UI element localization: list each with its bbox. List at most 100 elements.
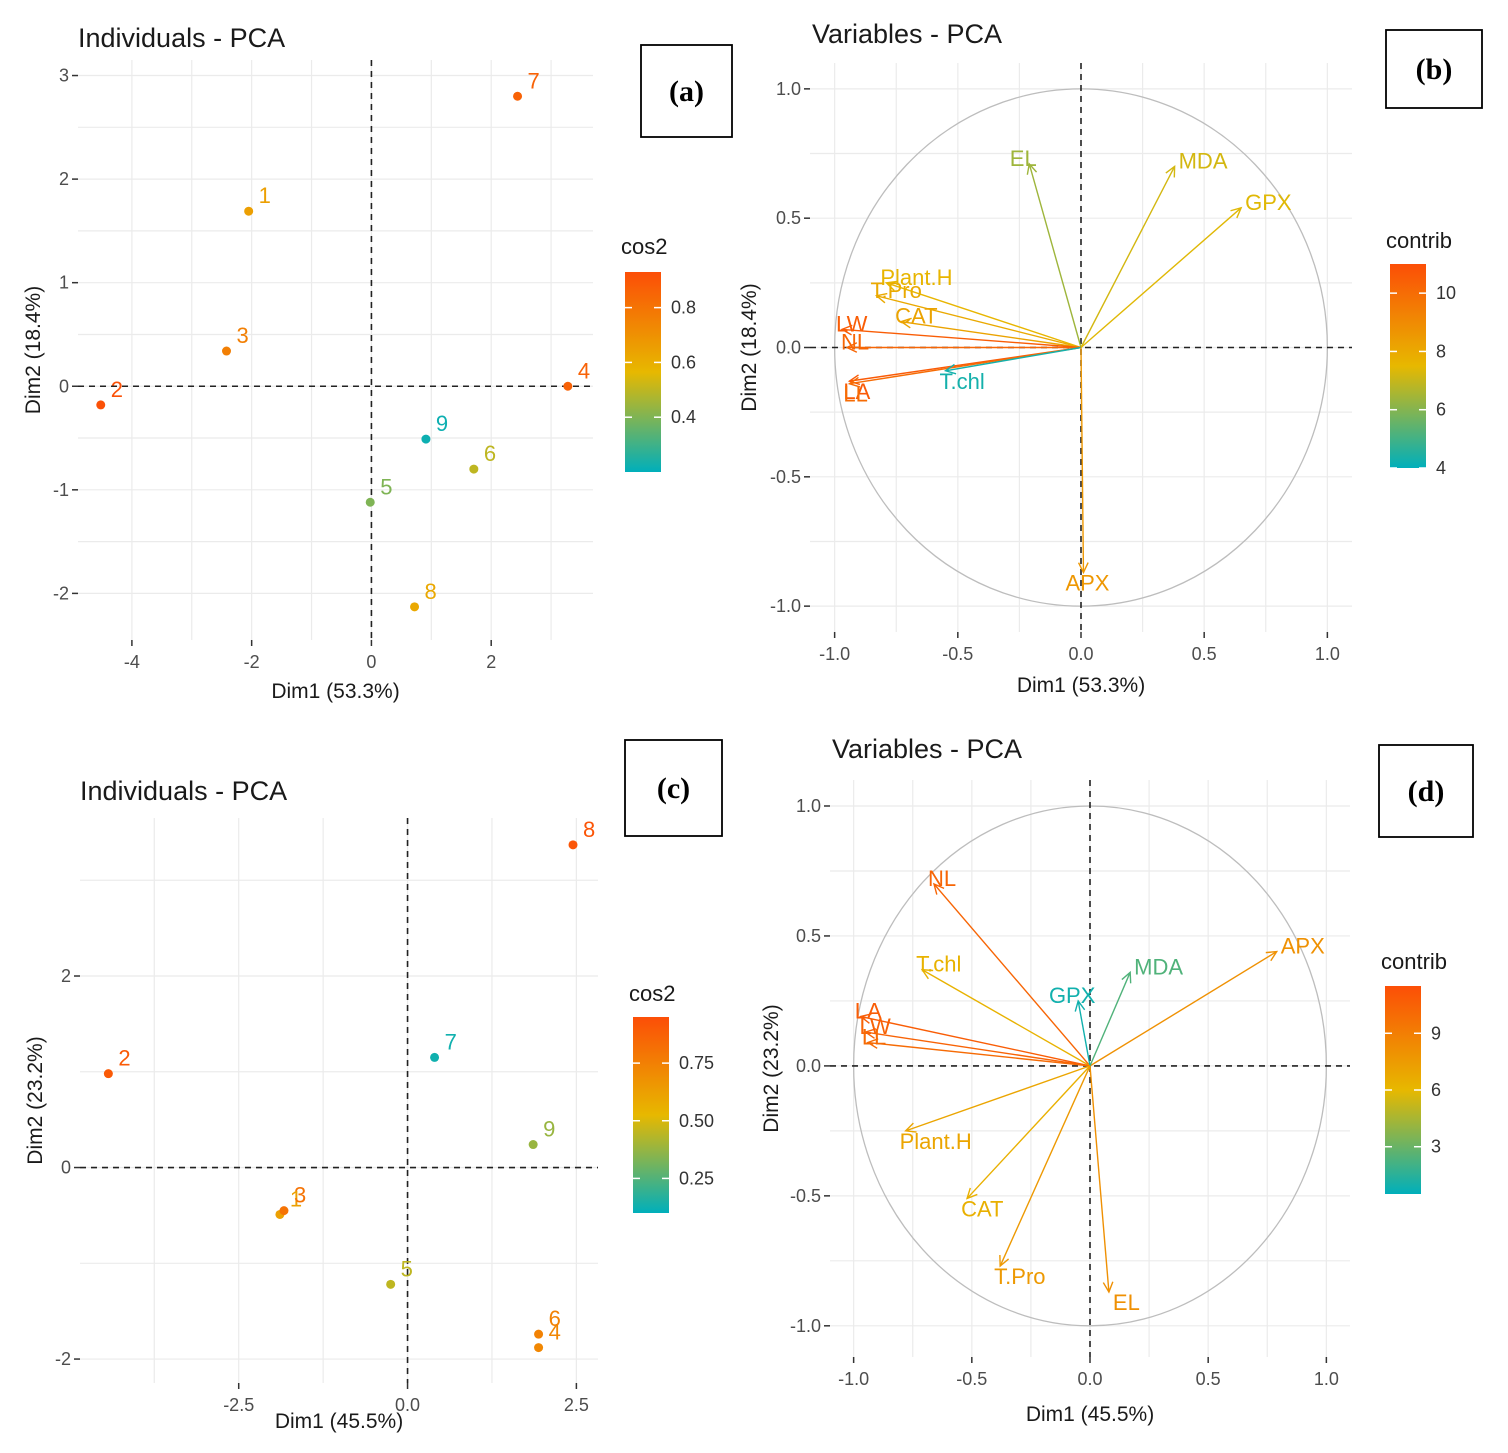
y-tick-label: 1.0 <box>776 79 801 99</box>
y-tick-label: 3 <box>59 66 69 86</box>
variable-arrow-el <box>1028 163 1082 348</box>
point-label: 6 <box>549 1306 561 1331</box>
variable-label: GPX <box>1049 983 1096 1008</box>
arrow-head <box>943 363 957 375</box>
point-label: 1 <box>259 183 271 208</box>
variable-arrow-t-chl <box>945 346 1082 372</box>
y-axis-label: Dim2 (18.4%) <box>738 283 761 411</box>
variable-arrow-ll <box>867 1041 1091 1067</box>
y-axis-label: Dim2 (23.2%) <box>760 1004 783 1132</box>
x-tick-label: 0.0 <box>1077 1369 1102 1389</box>
y-tick-label: -1.0 <box>790 1316 821 1336</box>
variable-label: Plant.H <box>880 265 952 290</box>
variable-label: MDA <box>1134 954 1183 979</box>
x-axis-label: Dim1 (45.5%) <box>275 1410 403 1433</box>
legend-tick-label: 10 <box>1436 283 1456 303</box>
panel-b-variables: Variables - PCA -1.0 -0.5 0.0 0.5 1.0 -1.0 -0.5… <box>738 19 1483 697</box>
point-label: 5 <box>380 474 392 499</box>
variable-arrow-t-pro <box>999 1065 1091 1267</box>
variable-label: GPX <box>1245 190 1292 215</box>
legend-tick-label: 6 <box>1431 1080 1441 1100</box>
y-axis-label: Dim2 (23.2%) <box>24 1036 47 1164</box>
data-point-3 <box>279 1206 289 1216</box>
variable-arrow-cat <box>901 320 1082 349</box>
variable-label: LA <box>843 379 870 404</box>
y-tick-label: 1 <box>59 273 69 293</box>
x-tick-label: 1.0 <box>1315 644 1340 664</box>
point-label: 4 <box>549 1320 561 1345</box>
arrow-head <box>847 374 861 386</box>
data-point-2 <box>96 400 106 410</box>
arrow-head <box>884 280 898 292</box>
y-tick-label: 0.0 <box>776 338 801 358</box>
arrow-head <box>1102 1281 1114 1294</box>
variable-label: EL <box>1010 146 1037 171</box>
variable-arrow-nl <box>933 883 1091 1067</box>
data-point-8 <box>568 840 578 850</box>
y-tick-label: -0.5 <box>790 1186 821 1206</box>
arrow-head <box>874 292 888 304</box>
x-axis-label: Dim1 (53.3%) <box>271 680 399 703</box>
point-label: 5 <box>401 1256 413 1281</box>
y-tick-label: -2 <box>55 1349 71 1369</box>
legend-title: cos2 <box>629 981 675 1006</box>
variable-label: LL <box>862 1025 886 1050</box>
variable-arrow-lw <box>841 328 1082 349</box>
x-tick-label: -0.5 <box>942 644 973 664</box>
y-tick-label: 0.0 <box>796 1056 821 1076</box>
variable-label: LL <box>843 382 867 407</box>
x-tick-label: 0.5 <box>1192 644 1217 664</box>
chart-title: Individuals - PCA <box>80 776 287 806</box>
data-point-3 <box>222 346 232 356</box>
x-tick-label: 1.0 <box>1314 1369 1339 1389</box>
y-tick-label: 0 <box>61 1158 71 1178</box>
arrow-head <box>847 376 861 388</box>
variable-label: Plant.H <box>900 1129 972 1154</box>
arrow-head <box>1121 970 1132 984</box>
variable-arrow-cat <box>966 1065 1091 1199</box>
variable-arrow-t-chl <box>921 969 1091 1067</box>
variable-arrow-plant-h <box>905 1065 1091 1132</box>
arrow-head <box>863 1028 877 1039</box>
x-axis-label: Dim1 (45.5%) <box>1026 1403 1154 1426</box>
variable-label: LW <box>836 311 868 336</box>
x-axis-label: Dim1 (53.3%) <box>1017 674 1145 697</box>
panel-a-individuals: Individuals - PCA -4 -2 0 2 -2 -1 0 1 2 3 Dim1 (53.… <box>22 23 733 703</box>
variable-label: T.chl <box>940 369 985 394</box>
variable-label: APX <box>1281 934 1325 959</box>
y-tick-label: -1 <box>53 480 69 500</box>
variable-arrow-lw <box>865 1031 1091 1067</box>
arrow-head <box>965 1187 978 1200</box>
point-label: 9 <box>543 1117 555 1142</box>
y-tick-label: -1.0 <box>770 596 801 616</box>
y-axis-label: Dim2 (18.4%) <box>22 286 45 414</box>
chart-title: Individuals - PCA <box>78 23 285 53</box>
y-tick-label: 2 <box>59 169 69 189</box>
legend-colorbar <box>625 272 661 472</box>
point-label: 8 <box>583 817 595 842</box>
arrow-head <box>904 1122 917 1133</box>
variable-label: T.chl <box>916 952 961 977</box>
legend-tick-label: 6 <box>1436 400 1446 420</box>
arrow-head <box>1165 165 1176 178</box>
variable-label: CAT <box>961 1196 1003 1221</box>
legend-title: contrib <box>1386 228 1452 253</box>
panel-d-variables: Variables - PCA -1.0 -0.5 0.0 0.5 1.0 -1.0 -0.5… <box>760 734 1474 1426</box>
variable-arrow-el <box>1089 1065 1110 1293</box>
legend-tick-label: 8 <box>1436 341 1446 361</box>
variable-label: LA <box>855 999 882 1024</box>
variable-arrow-apx <box>1089 950 1278 1067</box>
x-tick-label: 0.0 <box>395 1395 420 1415</box>
point-label: 2 <box>118 1046 130 1071</box>
y-tick-label: -2 <box>53 583 69 603</box>
panel-tag-label: (c) <box>657 772 690 805</box>
point-label: 3 <box>237 323 249 348</box>
variable-label: MDA <box>1179 148 1228 173</box>
point-label: 8 <box>425 579 437 604</box>
variable-arrow-mda <box>1089 972 1131 1067</box>
x-tick-label: -2 <box>244 652 260 672</box>
point-label: 6 <box>484 441 496 466</box>
data-point-4 <box>534 1343 544 1353</box>
arrow-head <box>845 342 858 353</box>
